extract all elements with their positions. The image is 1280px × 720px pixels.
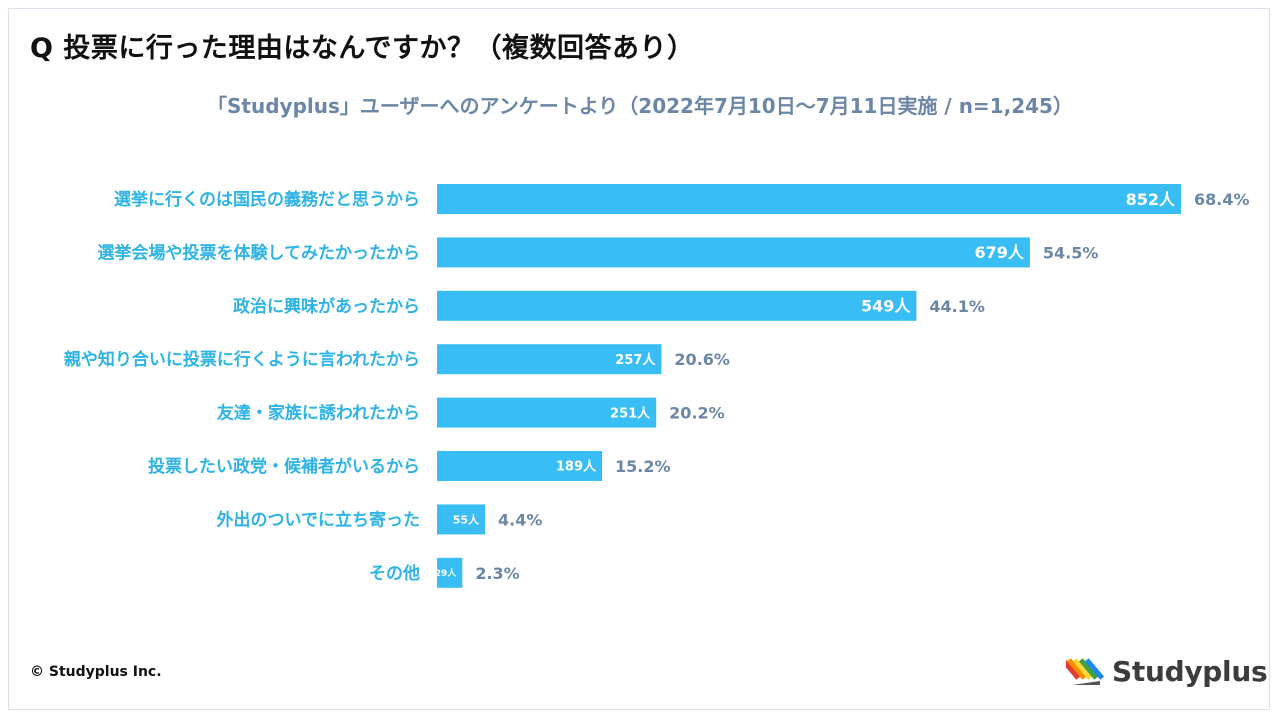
percent-label: 4.4% — [498, 510, 542, 529]
percent-label: 20.6% — [674, 350, 730, 369]
bar-value-label: 852人 — [1126, 190, 1176, 209]
studyplus-logo-icon — [1066, 658, 1105, 685]
category-label: 親や知り合いに投票に行くように言われたから — [64, 349, 420, 370]
bar-value-label: 257人 — [615, 352, 656, 368]
copyright-text: © Studyplus Inc. — [30, 664, 162, 680]
chart-title: Q 投票に行った理由はなんですか？（複数回答あり） — [30, 33, 695, 64]
bar — [437, 290, 917, 321]
category-label: 外出のついでに立ち寄った — [217, 509, 421, 530]
category-label: 選挙会場や投票を体験してみたかったから — [98, 242, 421, 263]
percent-label: 44.1% — [929, 297, 985, 316]
bar — [437, 504, 486, 535]
category-label: その他 — [369, 563, 420, 584]
bar-value-label: 679人 — [975, 243, 1025, 262]
category-label: 選挙に行くのは国民の義務だと思うから — [114, 189, 420, 210]
bar — [437, 344, 662, 375]
logo-text: Studyplus — [1112, 654, 1268, 688]
bar — [437, 184, 1181, 214]
slide-frame — [8, 8, 1270, 710]
bar — [437, 237, 1030, 268]
category-label: 投票したい政党・候補者がいるから — [148, 456, 420, 477]
percent-label: 68.4% — [1194, 190, 1250, 209]
percent-label: 15.2% — [615, 457, 671, 476]
bar-value-label: 29人 — [435, 567, 458, 579]
bar-value-label: 549人 — [861, 297, 911, 316]
category-label: 政治に興味があったから — [233, 296, 420, 317]
category-label: 友達・家族に誘われたから — [217, 403, 420, 424]
percent-label: 2.3% — [475, 564, 519, 583]
studyplus-logo: Studyplus — [1066, 651, 1268, 691]
chart-subtitle: 「Studyplus」ユーザーへのアンケートより（2022年7月10日〜7月11… — [207, 94, 1073, 118]
percent-label: 20.2% — [669, 404, 725, 423]
bar-value-label: 189人 — [556, 459, 597, 475]
bar — [437, 451, 603, 481]
bar-value-label: 251人 — [610, 405, 651, 421]
bar — [437, 557, 463, 588]
bar — [437, 397, 657, 428]
bar-value-label: 55人 — [453, 512, 480, 526]
percent-label: 54.5% — [1043, 243, 1099, 262]
